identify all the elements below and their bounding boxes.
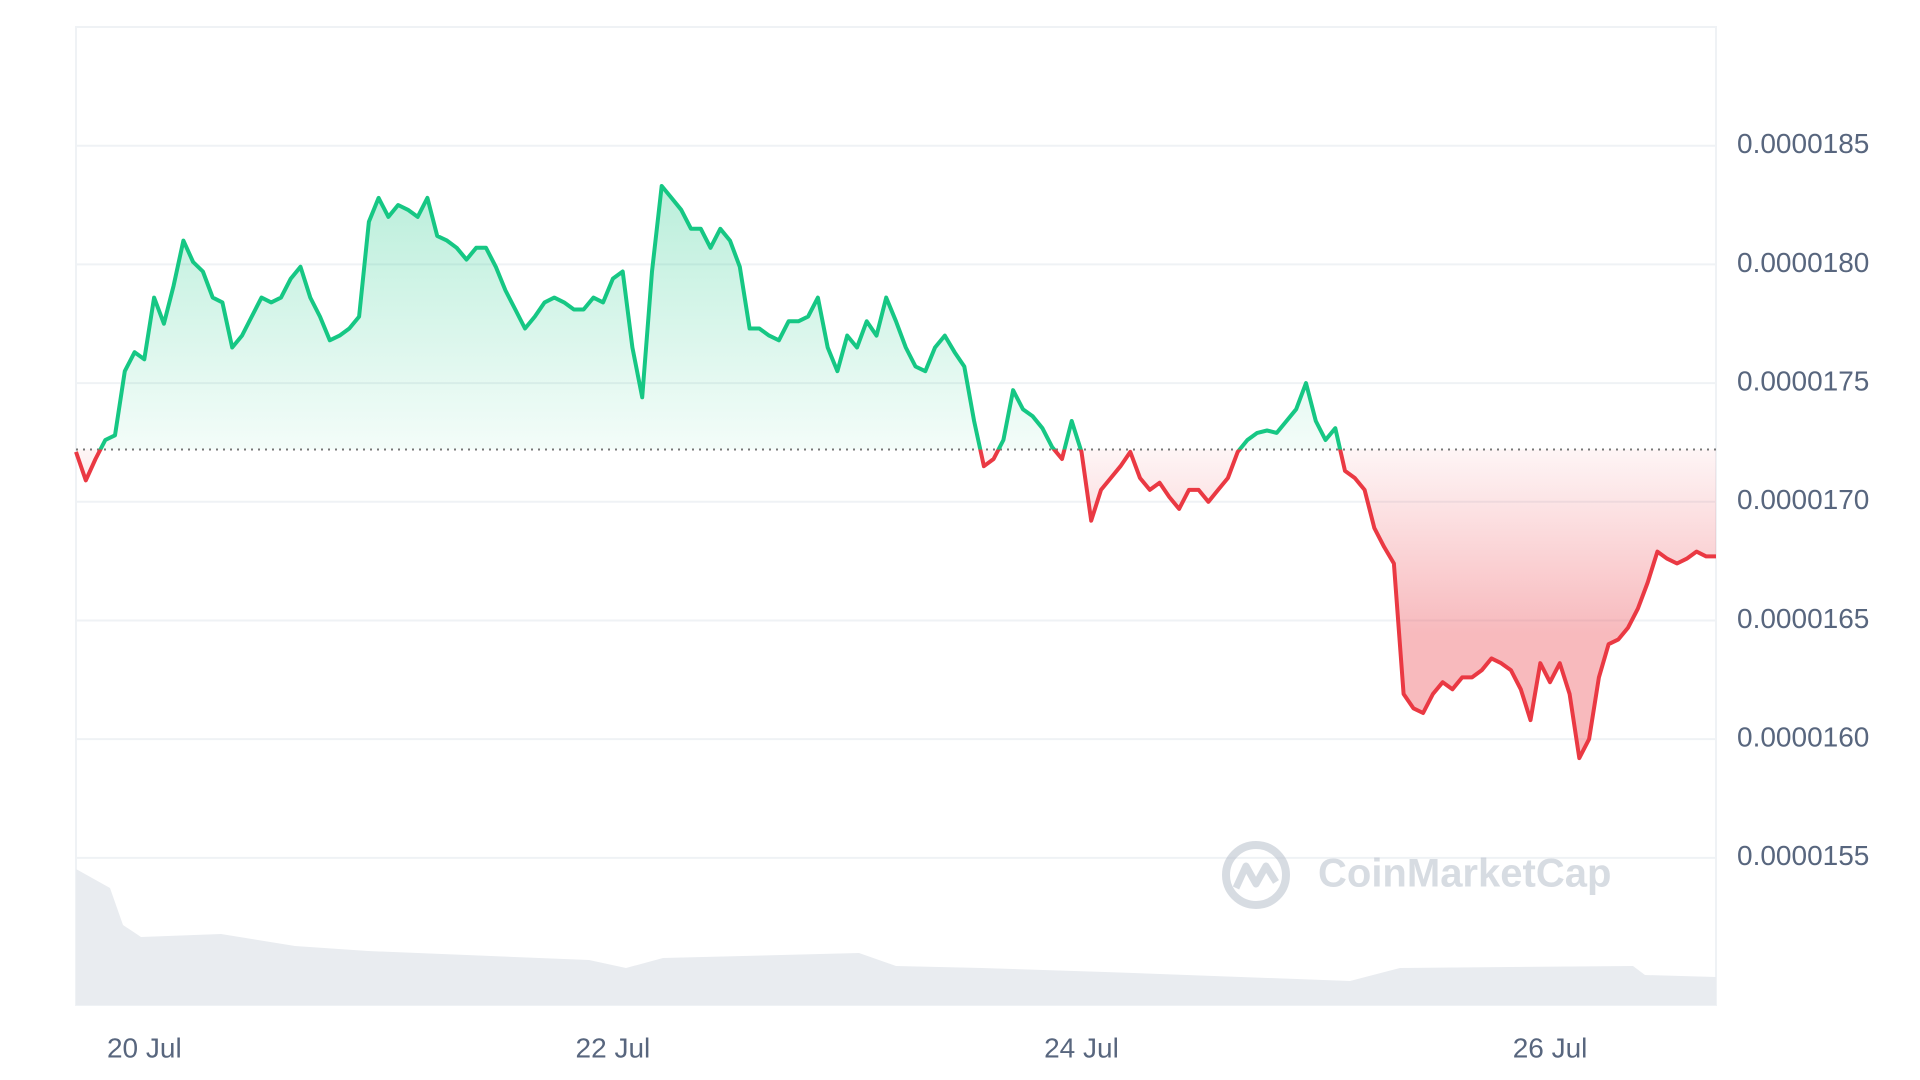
y-tick-label: 0.0000160 (1737, 722, 1869, 753)
y-tick-label: 0.0000170 (1737, 484, 1869, 515)
x-tick-label: 20 Jul (107, 1032, 182, 1063)
watermark-logo (1222, 841, 1290, 909)
y-tick-label: 0.0000180 (1737, 247, 1869, 278)
x-tick-label: 24 Jul (1044, 1032, 1119, 1063)
y-tick-label: 0.0000175 (1737, 365, 1869, 396)
price-line (74, 184, 1716, 761)
y-tick-label: 0.0000185 (1737, 128, 1869, 159)
watermark: CoinMarketCap (1222, 841, 1611, 909)
volume-area (76, 869, 1716, 1005)
y-tick-label: 0.0000155 (1737, 840, 1869, 871)
price-area (76, 186, 1716, 759)
y-tick-label: 0.0000165 (1737, 603, 1869, 634)
watermark-logo-mark (1232, 862, 1279, 890)
x-tick-label: 22 Jul (576, 1032, 651, 1063)
x-tick-label: 26 Jul (1513, 1032, 1588, 1063)
watermark-text: CoinMarketCap (1318, 852, 1611, 896)
